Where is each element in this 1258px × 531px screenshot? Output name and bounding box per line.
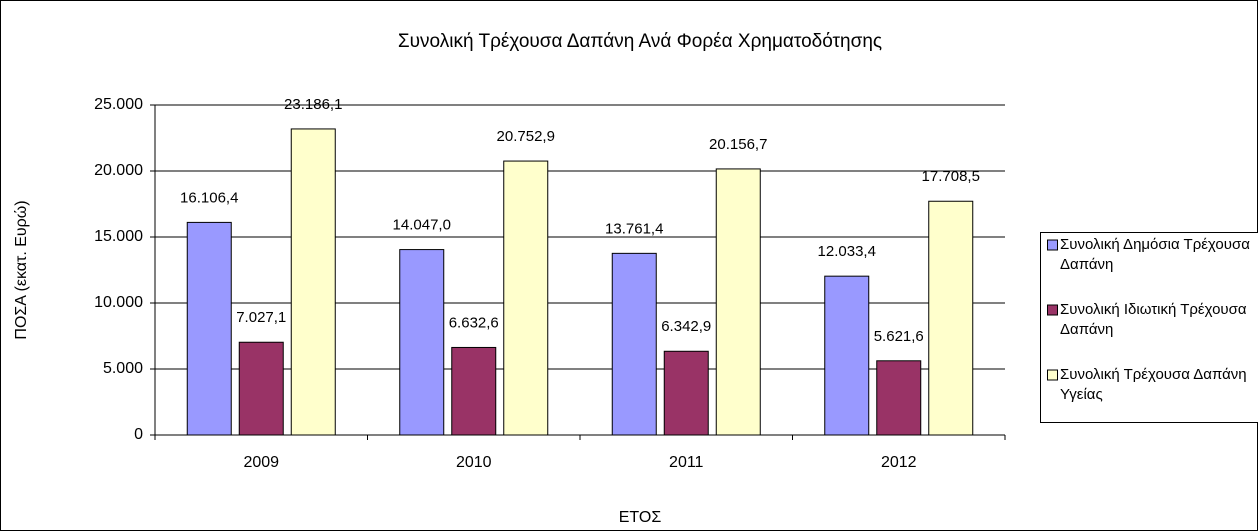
- bar: [503, 160, 549, 436]
- bar: [824, 275, 870, 436]
- value-label: 17.708,5: [922, 168, 980, 185]
- bar: [663, 350, 709, 436]
- y-tick-label: 20.000: [94, 162, 143, 179]
- value-label: 23.186,1: [284, 96, 342, 113]
- legend-label: Συνολική Δημόσια Τρέχουσα Δαπάνη: [1060, 236, 1250, 273]
- bar: [876, 360, 922, 436]
- legend-box: [1040, 232, 1258, 423]
- x-tick-label: 2010: [456, 454, 492, 471]
- bar: [451, 346, 497, 436]
- bar: [290, 128, 336, 436]
- value-label: 6.632,6: [449, 314, 499, 331]
- legend-swatch: [1047, 304, 1058, 316]
- legend-label: Συνολική Τρέχουσα Δαπάνη Υγείας: [1060, 366, 1247, 403]
- value-label: 20.156,7: [709, 136, 767, 153]
- x-axis-label: ΕΤΟΣ: [619, 509, 662, 526]
- value-label: 6.342,9: [661, 318, 711, 335]
- bar: [611, 252, 657, 436]
- y-tick-label: 15.000: [94, 228, 143, 245]
- value-label: 7.027,1: [236, 309, 286, 326]
- value-label: 14.047,0: [393, 217, 451, 234]
- legend-swatch: [1047, 239, 1058, 251]
- x-tick-label: 2011: [669, 454, 704, 471]
- bar: [928, 200, 974, 436]
- value-label: 20.752,9: [497, 128, 555, 145]
- y-tick-label: 25.000: [94, 96, 143, 113]
- y-tick-label: 10.000: [94, 294, 143, 311]
- legend-label: Συνολική Ιδιωτική Τρέχουσα Δαπάνη: [1060, 301, 1247, 338]
- bar: [399, 249, 445, 436]
- value-label: 12.033,4: [818, 243, 876, 260]
- bar: [715, 168, 761, 436]
- chart-title: Συνολική Τρέχουσα Δαπάνη Ανά Φορέα Χρημα…: [398, 31, 882, 52]
- bar: [238, 341, 284, 436]
- bar: [186, 221, 232, 436]
- y-axis-label: ΠΟΣΑ (εκατ. Ευρώ): [13, 200, 30, 339]
- value-label: 5.621,6: [874, 328, 924, 345]
- legend-swatch: [1047, 369, 1058, 381]
- y-tick-label: 5.000: [103, 360, 143, 377]
- x-tick-label: 2009: [243, 454, 279, 471]
- y-tick-label: 0: [134, 426, 143, 443]
- value-label: 13.761,4: [605, 220, 663, 237]
- x-tick-label: 2012: [881, 454, 917, 471]
- value-label: 16.106,4: [180, 189, 238, 206]
